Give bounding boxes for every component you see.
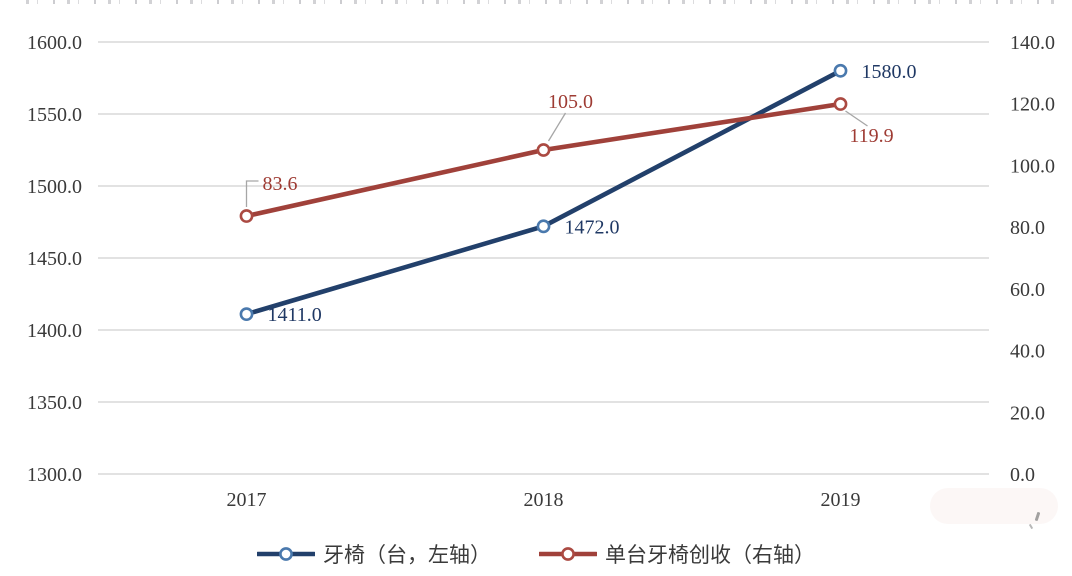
right-axis-tick-label: 80.0 (1010, 217, 1045, 239)
series-line (244, 101, 843, 219)
legend-marker-line-circle-icon (257, 547, 315, 561)
chart-legend: 牙椅（台，左轴） 单台牙椅创收（右轴） (0, 539, 1072, 569)
legend-marker-line-circle-icon (539, 547, 597, 561)
legend-label-dental-chairs: 牙椅（台，左轴） (323, 544, 491, 567)
faint-watermark-patch (930, 488, 1058, 524)
left-axis-tick-label: 1400.0 (27, 320, 82, 342)
left-axis-tick-label: 1350.0 (27, 392, 82, 414)
dual-axis-line-chart: 1600.0 1550.0 1500.0 1450.0 1400.0 1350.0 1300… (27, 32, 1055, 511)
x-axis-tick-label: 2017 (227, 489, 267, 511)
cropped-text-strip (26, 0, 1062, 4)
leader-line (245, 180, 259, 208)
right-axis-tick-label: 100.0 (1010, 155, 1055, 177)
data-point-marker (536, 219, 551, 234)
data-point-marker (833, 63, 848, 78)
data-label: 119.9 (849, 125, 893, 147)
right-axis-tick-label: 120.0 (1010, 94, 1055, 116)
data-point-marker (239, 209, 254, 223)
data-label: 1411.0 (268, 304, 322, 326)
left-axis-tick-label: 1500.0 (27, 176, 82, 198)
data-label: 83.6 (263, 173, 298, 195)
leader-line (547, 112, 567, 142)
right-axis-tick-label: 20.0 (1010, 402, 1045, 424)
leader-line (845, 110, 868, 127)
data-point-marker (536, 143, 551, 157)
data-label: 1580.0 (862, 61, 917, 83)
data-label: 105.0 (548, 91, 593, 113)
legend-label-revenue-per-chair: 单台牙椅创收（右轴） (605, 544, 815, 567)
data-label: 1472.0 (565, 216, 620, 238)
legend-item-revenue-per-chair: 单台牙椅创收（右轴） (539, 539, 815, 569)
right-axis-tick-label: 60.0 (1010, 279, 1045, 301)
x-axis-tick-label: 2018 (524, 489, 564, 511)
data-point-marker (833, 97, 848, 111)
x-axis-tick-label: 2019 (821, 489, 861, 511)
left-axis-tick-label: 1600.0 (27, 32, 82, 54)
series-line (244, 68, 843, 317)
data-point-marker (239, 307, 254, 322)
right-axis-tick-label: 40.0 (1010, 341, 1045, 363)
right-axis-tick-label: 0.0 (1010, 464, 1035, 486)
legend-item-dental-chairs: 牙椅（台，左轴） (257, 539, 491, 569)
left-axis-tick-label: 1300.0 (27, 464, 82, 486)
left-axis-tick-label: 1450.0 (27, 248, 82, 270)
right-axis-tick-label: 140.0 (1010, 32, 1055, 54)
left-axis-tick-label: 1550.0 (27, 104, 82, 126)
